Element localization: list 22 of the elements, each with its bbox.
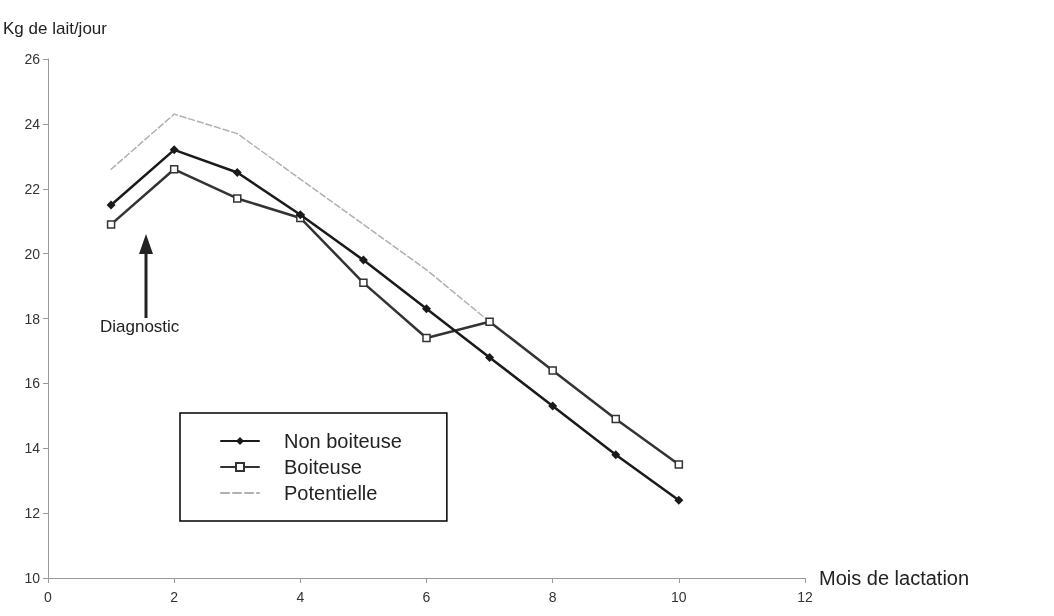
y-tick-label: 24	[24, 115, 41, 132]
legend-label: Potentielle	[284, 482, 378, 504]
x-tick-label: 2	[170, 589, 179, 605]
y-tick-label: 20	[24, 245, 41, 262]
y-tick-label: 16	[24, 375, 41, 392]
x-tick-label: 4	[296, 589, 305, 605]
y-tick-label: 26	[24, 51, 41, 67]
x-tick-label: 6	[422, 589, 431, 605]
y-tick-label: 10	[24, 570, 41, 586]
x-tick-label: 0	[44, 589, 53, 605]
x-tick-label: 12	[797, 589, 813, 605]
y-tick-label: 18	[24, 310, 41, 327]
legend-label: Boiteuse	[284, 456, 362, 478]
annotation: Diagnostic	[100, 317, 180, 336]
legend-label: Non boiteuse	[284, 430, 402, 452]
y-tick-label: 22	[24, 180, 41, 197]
x-tick-label: 8	[548, 589, 557, 605]
y-axis-title: Kg de lait/jour	[3, 19, 108, 38]
y-tick-label: 12	[24, 505, 41, 522]
x-tick-label: 10	[671, 589, 687, 605]
y-tick-label: 14	[24, 440, 41, 457]
x-axis-title: Mois de lactation	[819, 567, 970, 589]
